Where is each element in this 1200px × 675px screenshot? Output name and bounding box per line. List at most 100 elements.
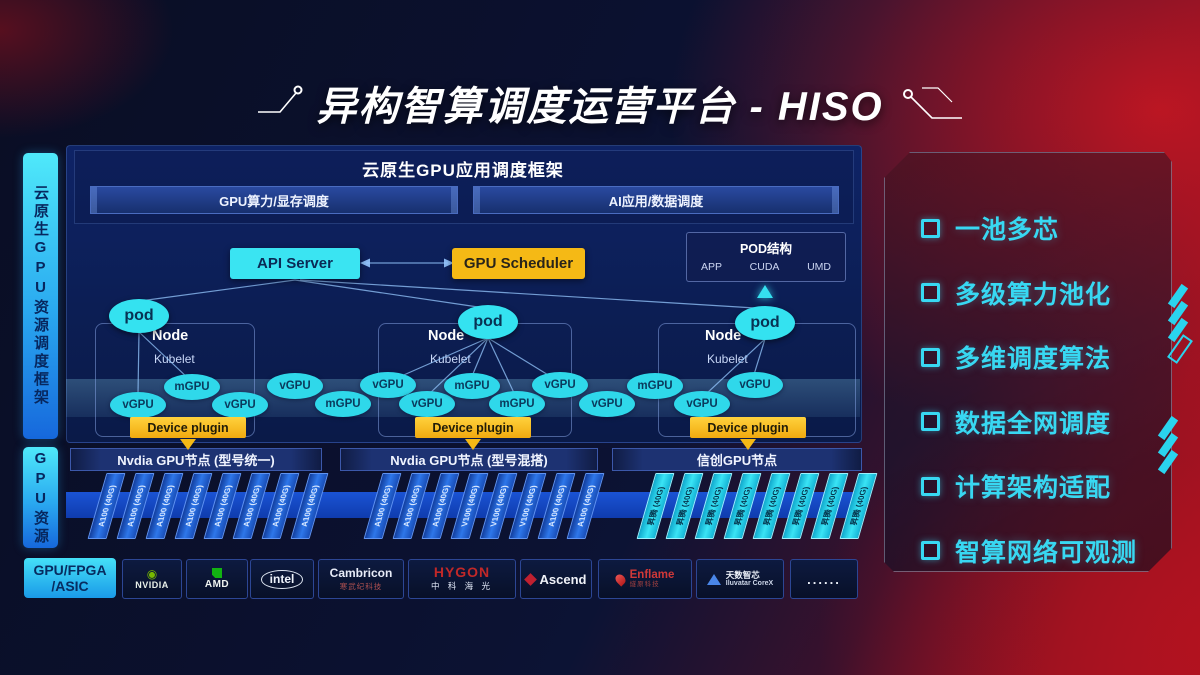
hazard-stripes-decoration [1156,415,1180,475]
api-server-box: API Server [230,248,360,279]
node-1-kubelet-label: Kubelet [154,352,195,366]
gpu-card-label: A100 (40G) [212,485,233,527]
sidebar-tab-gpu-resources: GPU资源 [23,447,58,548]
cambricon-logo-subtext: 寒武纪科技 [339,582,383,591]
pod-ellipse-2: pod [458,305,518,339]
gpu-card-label: A100 (40G) [401,485,422,527]
hygon-logo-text: HYGON [433,564,491,580]
hygon-logo-subtext: 中 科 海 光 [430,581,494,591]
feature-label: 数据全网调度 [955,409,1112,438]
vendor-logo-ascend: Ascend [520,559,592,599]
iluvatar-logo-icon [706,573,721,585]
hazard-stripes-decoration [1166,283,1194,364]
gpu-scheduler-box: GPU Scheduler [452,248,585,279]
node-2-label: Node [428,328,465,344]
feature-label: 多维调度算法 [955,345,1112,373]
circuit-decoration-left [258,85,303,113]
vendor-logo-enflame: Enflame 燧原科技 [598,559,692,599]
gpu-ellipse-mgpu: mGPU [444,373,500,399]
feature-item: 一池多芯 [921,211,1059,245]
gpu-ellipse-vgpu: vGPU [399,391,455,417]
gpu-card-label: 昇腾 (40G) [645,486,666,526]
enflame-logo-text: Enflame [629,568,675,581]
square-bullet-icon [921,283,940,302]
pod-ellipse-1: pod [109,299,169,333]
iluvatar-logo-text: 天数智芯 [725,569,760,580]
app-scheduling-title: 云原生GPU应用调度框架 [362,161,564,180]
device-plugin-arrow-icon [180,439,196,450]
gpu-card-label: A100 (40G) [372,485,393,527]
gpu-node-bar-mixed: Nvdia GPU节点 (型号混搭) [340,448,598,471]
gpu-card-label: V100 (40G) [517,485,538,527]
gpu-card-group-3: 昇腾 (40G) 昇腾 (40G) 昇腾 (40G) 昇腾 (40G) 昇腾 (40G)… [636,473,878,539]
gpu-card-label: 昇腾 (40G) [674,486,695,526]
gpu-ellipse-vgpu: vGPU [110,392,166,418]
pod-structure-arrow-icon [757,285,773,298]
node-3-label: Node [705,328,742,344]
sidebar-tab-scheduling-framework: 云原生GPU资源调度框架 [23,153,58,439]
gpu-card-label: 昇腾 (40G) [761,486,782,526]
feature-item: 计算架构适配 [921,469,1111,503]
gpu-card-label: V100 (40G) [488,485,509,527]
square-bullet-icon [921,541,940,560]
square-bullet-icon [921,348,940,367]
gpu-ellipse-mgpu: mGPU [315,391,371,417]
cambricon-logo-text: Cambricon [329,566,393,580]
square-bullet-icon [921,412,940,431]
gpu-ellipse-vgpu: vGPU [532,372,588,398]
square-bullet-icon [921,477,940,496]
pod-ellipse-3: pod [735,306,795,340]
device-plugin-1: Device plugin [130,417,246,438]
gpu-card-label: A100 (40G) [241,485,262,527]
enflame-logo-textblock: Enflame 燧原科技 [629,568,675,589]
iluvatar-logo-textblock: 天数智芯 Iluvatar CoreX [726,570,773,589]
vendor-logo-hygon: HYGON 中 科 海 光 [408,559,516,599]
gpu-card-label: V100 (40G) [459,485,480,527]
gpu-card-label: A100 (40G) [270,485,291,527]
gpu-ellipse-mgpu: mGPU [627,373,683,399]
gpu-card-label: A100 (40G) [575,485,596,527]
vendor-logo-iluvatar: 天数智芯 Iluvatar CoreX [696,559,784,599]
enflame-logo-subtext: 燧原科技 [629,581,660,588]
more-vendors-text: ...... [807,571,841,587]
feature-item: 数据全网调度 [921,405,1111,439]
feature-label: 计算架构适配 [955,474,1112,502]
enflame-logo-icon [613,571,628,587]
feature-item: 智算网络可观测 [921,534,1137,568]
iluvatar-logo-subtext: Iluvatar CoreX [725,579,774,587]
gpu-ellipse-vgpu: vGPU [267,373,323,399]
gpu-card-group-1: A100 (40G) A100 (40G) A100 (40G) A100 (40G)… [87,473,329,539]
gpu-card-label: A100 (40G) [299,485,320,527]
gpu-ellipse-vgpu: vGPU [212,392,268,418]
page-title: 异构智算调度运营平台 - HISO [316,85,884,129]
gpu-card-label: A100 (40G) [154,485,175,527]
gpu-card-label: A100 (40G) [546,485,567,527]
intel-logo-text: intel [260,569,304,589]
gpu-ellipse-vgpu: vGPU [727,372,783,398]
hardware-category-box: GPU/FPGA /ASIC [24,558,116,598]
feature-item: 多维调度算法 [921,340,1111,374]
gpu-card-label: 昇腾 (40G) [819,486,840,526]
nvidia-logo-text: NVIDIA [135,579,169,590]
vendor-logo-more: ...... [790,559,858,599]
gpu-ellipse-mgpu: mGPU [489,391,545,417]
ascend-logo-text: Ascend [539,571,587,587]
gpu-node-bar-uniform: Nvdia GPU节点 (型号统一) [70,448,322,471]
node-3-kubelet-label: Kubelet [707,352,748,366]
amd-logo-text: AMD [204,579,230,590]
pod-structure-box: POD结构 APP CUDA UMD [686,232,846,282]
device-plugin-arrow-icon [740,439,756,450]
pod-item-cuda: CUDA [749,261,780,273]
ai-data-scheduling-bar: AI应用/数据调度 [473,186,839,214]
gpu-card-label: 昇腾 (40G) [732,486,753,526]
gpu-card-label: A100 (40G) [125,485,146,527]
circuit-decoration-right [903,87,962,119]
feature-list-panel: 一池多芯 多级算力池化 多维调度算法 数据全网调度 计算架构适配 智算网络可观测 [884,152,1172,572]
pod-structure-title: POD结构 [739,242,793,256]
gpu-card-label: A100 (40G) [96,485,117,527]
node-2-kubelet-label: Kubelet [430,352,471,366]
category-line2: /ASIC [51,578,89,594]
vendor-logo-cambricon: Cambricon 寒武纪科技 [318,559,404,599]
vendor-logo-nvidia: ◉ NVIDIA [122,559,182,599]
